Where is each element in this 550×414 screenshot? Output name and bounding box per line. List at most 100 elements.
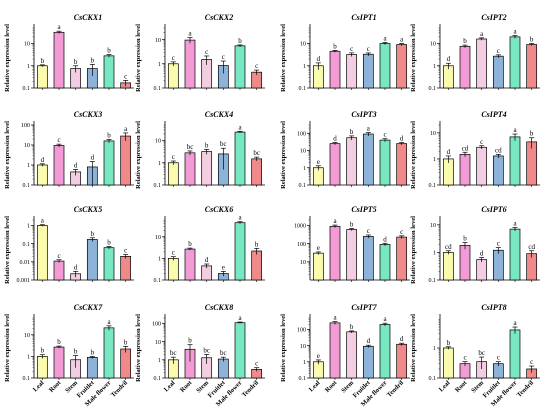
- bar: [492, 55, 504, 89]
- bar: [36, 356, 48, 379]
- chart-panel: CsIPT4 Relative expression level 0.1 1 10 d cd…: [410, 110, 540, 189]
- bar: [362, 345, 374, 379]
- y-tick-label: 10: [24, 42, 30, 48]
- significance-letter: b: [91, 348, 95, 356]
- y-tick-label: 1: [158, 161, 161, 167]
- x-tick-label: Leaf: [32, 379, 46, 393]
- chart-panel: CsCKX6 0.1 1 10 c b d e a b: [154, 205, 265, 284]
- bar: [184, 152, 196, 186]
- significance-letter: c: [367, 227, 370, 235]
- y-axis-label: Relative expression level: [4, 314, 11, 382]
- y-tick-label: 0.1: [299, 86, 307, 92]
- significance-letter: a: [513, 126, 517, 134]
- chart-title: CsCKX5: [74, 205, 102, 214]
- x-tick-label: Leaf: [308, 379, 322, 393]
- y-tick-label: 1000: [294, 224, 306, 230]
- significance-letter: cd: [528, 243, 535, 251]
- bar: [379, 324, 391, 379]
- chart-title: CsCKX6: [205, 205, 233, 214]
- significance-letter: b: [350, 128, 354, 136]
- significance-letter: c: [350, 45, 353, 53]
- significance-letter: a: [124, 125, 128, 133]
- bar: [476, 259, 488, 281]
- significance-letter: a: [400, 36, 404, 44]
- significance-letter: a: [188, 30, 192, 38]
- y-axis-label: Relative expression level: [410, 121, 417, 189]
- bar: [346, 54, 358, 89]
- significance-letter: c: [530, 358, 533, 366]
- y-tick-label: 0.1: [429, 183, 437, 189]
- significance-letter: b: [41, 57, 45, 65]
- significance-letter: c: [497, 354, 500, 362]
- y-axis-label: Relative expression level: [410, 24, 417, 92]
- significance-letter: a: [333, 314, 337, 322]
- bar: [442, 252, 454, 281]
- chart-title: CsIPT1: [351, 13, 376, 22]
- bar: [379, 139, 391, 186]
- chart-title: CsIPT8: [481, 303, 506, 312]
- bar: [459, 245, 471, 281]
- bar: [184, 39, 196, 89]
- significance-letter: bc: [170, 349, 177, 357]
- significance-letter: b: [350, 323, 354, 331]
- bar: [379, 43, 391, 89]
- y-tick-label: 100: [297, 242, 306, 248]
- significance-letter: b: [41, 347, 45, 355]
- significance-letter: d: [333, 135, 337, 143]
- y-tick-label: 1: [27, 355, 30, 361]
- bar: [167, 63, 179, 89]
- significance-letter: e: [317, 352, 320, 360]
- significance-letter: a: [333, 217, 337, 225]
- bar: [36, 65, 48, 89]
- x-tick-label: Tendril: [386, 379, 405, 398]
- significance-letter: d: [317, 55, 321, 63]
- x-tick-label: Leaf: [163, 379, 177, 393]
- y-tick-label: 10: [300, 260, 306, 266]
- chart-title: CsIPT7: [351, 303, 377, 312]
- x-tick-label: Root: [179, 379, 194, 394]
- significance-letter: c: [367, 45, 370, 53]
- significance-letter: d: [74, 161, 78, 169]
- significance-letter: b: [57, 338, 61, 346]
- bar: [312, 252, 324, 281]
- chart-title: CsCKX3: [74, 110, 102, 119]
- y-tick-label: 1: [433, 64, 436, 70]
- y-tick-label: 0.1: [23, 183, 31, 189]
- bar: [379, 244, 391, 281]
- chart-panel: CsCKX3 Relative expression level 0.1 1 10 100…: [4, 110, 134, 189]
- significance-letter: b: [188, 337, 192, 345]
- y-tick-label: 10: [24, 333, 30, 339]
- significance-letter: c: [255, 360, 258, 368]
- bar: [234, 222, 246, 281]
- chart-title: CsIPT2: [481, 13, 506, 22]
- y-tick-label: 100: [21, 123, 30, 129]
- y-tick-label: 1: [158, 257, 161, 263]
- significance-letter: a: [238, 214, 242, 222]
- bar: [251, 158, 263, 186]
- y-tick-label: 100: [297, 328, 306, 334]
- bar: [442, 347, 454, 379]
- x-tick-label: Tendril: [110, 379, 129, 398]
- bar: [329, 50, 341, 89]
- y-tick-label: 0.1: [23, 242, 31, 248]
- bar: [459, 153, 471, 186]
- chart-title: CsCKX8: [205, 303, 233, 312]
- significance-letter: cd: [495, 146, 502, 154]
- bar: [476, 146, 488, 186]
- significance-letter: b: [107, 47, 111, 55]
- significance-letter: e: [222, 263, 225, 271]
- significance-letter: c: [400, 228, 403, 236]
- bar: [167, 162, 179, 186]
- bar: [346, 331, 358, 379]
- chart-panel: CsCKX7 Relative expression level 0.1 1 10 b Le…: [4, 303, 134, 408]
- chart-title: CsIPT3: [351, 110, 376, 119]
- y-tick-label: 10: [155, 38, 161, 44]
- x-tick-label: Root: [324, 379, 339, 394]
- bar: [476, 38, 488, 89]
- y-axis-label: Relative expression level: [280, 121, 287, 189]
- bar: [86, 357, 98, 379]
- significance-letter: b: [74, 58, 78, 66]
- chart-title: CsIPT4: [481, 110, 506, 119]
- x-tick-label: Leaf: [438, 379, 452, 393]
